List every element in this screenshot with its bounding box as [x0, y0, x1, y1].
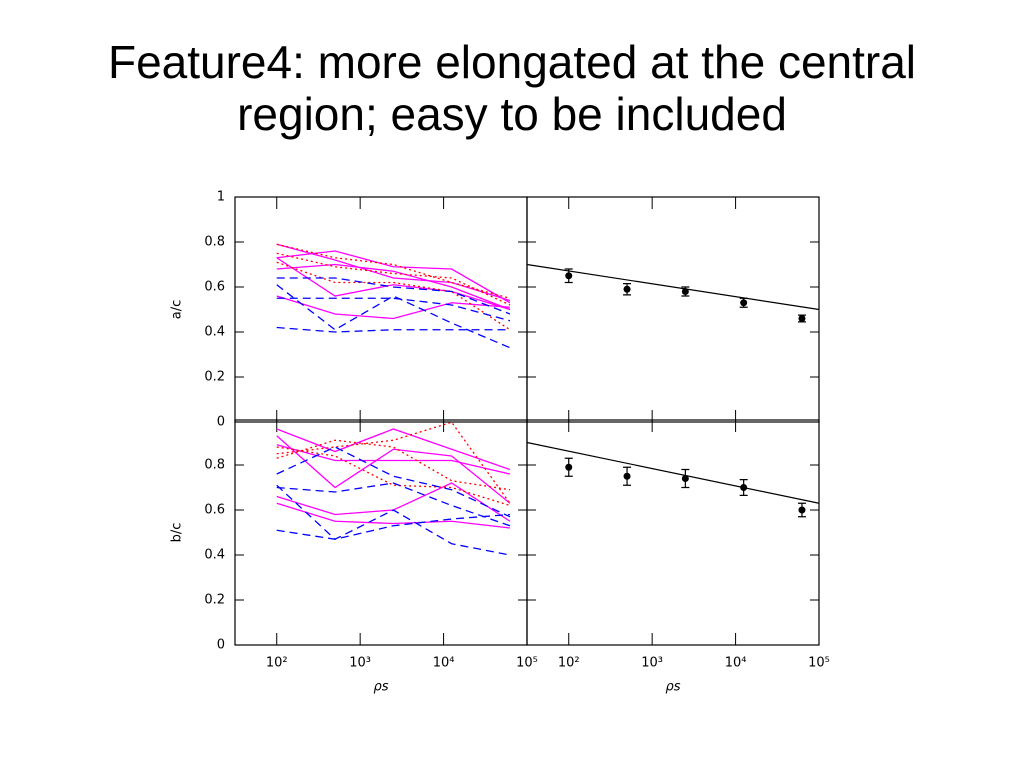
x-axis-label: ρs [373, 680, 388, 695]
series-line [276, 513, 511, 540]
series-line [276, 257, 511, 311]
y-axis-label: b/c [170, 523, 185, 543]
slide-title: Feature4: more elongated at the central … [107, 36, 917, 140]
x-axis-label: ρs [665, 680, 680, 695]
plot-frame [526, 196, 820, 423]
series-line [276, 446, 511, 507]
series-line [276, 444, 511, 475]
series-line [276, 502, 511, 529]
series-line [276, 439, 511, 491]
y-tick-label: 0 [217, 415, 225, 430]
x-tick-label: 10² [558, 656, 580, 671]
y-tick-label: 0.6 [204, 503, 225, 518]
data-point [740, 299, 748, 307]
series-line [276, 250, 511, 304]
x-tick-label: 10² [266, 656, 288, 671]
series-line [276, 297, 511, 322]
x-tick-label: 10⁵ [808, 656, 830, 671]
y-tick-label: 0.2 [204, 370, 225, 385]
series-line [276, 243, 511, 302]
series-line [276, 484, 511, 556]
plot-frame [234, 419, 528, 646]
x-tick-label: 10³ [641, 656, 663, 671]
x-tick-label: 10⁴ [433, 656, 455, 671]
data-point [681, 475, 689, 482]
fit-line [526, 263, 820, 311]
y-tick-label: 0.4 [204, 548, 225, 563]
fit-line [526, 441, 820, 504]
data-point [740, 484, 748, 491]
y-tick-label: 0 [217, 638, 225, 653]
series-line [276, 261, 511, 331]
series-line [276, 263, 511, 311]
y-tick-label: 1 [217, 190, 225, 205]
panel: 0 0.2 0.4 0.6 0.8 10² 10³ 10⁴ 10⁵ b/c ρs [170, 419, 538, 695]
data-point [565, 463, 573, 471]
y-tick-label: 0.8 [204, 458, 225, 473]
y-tick-label: 0.4 [204, 325, 225, 340]
plot-frame [526, 419, 820, 646]
series-line [276, 295, 511, 320]
series-line [276, 446, 511, 518]
x-tick-label: 10³ [349, 656, 371, 671]
x-tick-label: 10⁴ [725, 656, 747, 671]
series-line [276, 284, 511, 349]
series-line [276, 421, 511, 504]
x-tick-label: 10⁵ [516, 656, 538, 671]
data-point [798, 506, 806, 514]
panel [526, 196, 820, 423]
y-tick-label: 0.6 [204, 280, 225, 295]
panel: 0 0.2 0.4 0.6 0.8 1 a/c [170, 190, 528, 430]
data-point [623, 285, 631, 293]
data-point [623, 472, 631, 480]
y-tick-label: 0.8 [204, 235, 225, 250]
data-point [565, 272, 573, 280]
series-line [276, 428, 511, 471]
data-point [681, 288, 689, 295]
plot-frame [234, 196, 528, 423]
y-tick-label: 0.2 [204, 593, 225, 608]
series-line [276, 482, 511, 527]
panel: 10² 10³ 10⁴ 10⁵ ρs [526, 419, 830, 695]
series-line [276, 482, 511, 522]
series-line [276, 252, 511, 306]
series-line [276, 277, 511, 315]
y-axis-label: a/c [170, 300, 185, 320]
data-point [798, 315, 806, 322]
series-line [276, 326, 510, 333]
series-line [276, 435, 511, 504]
